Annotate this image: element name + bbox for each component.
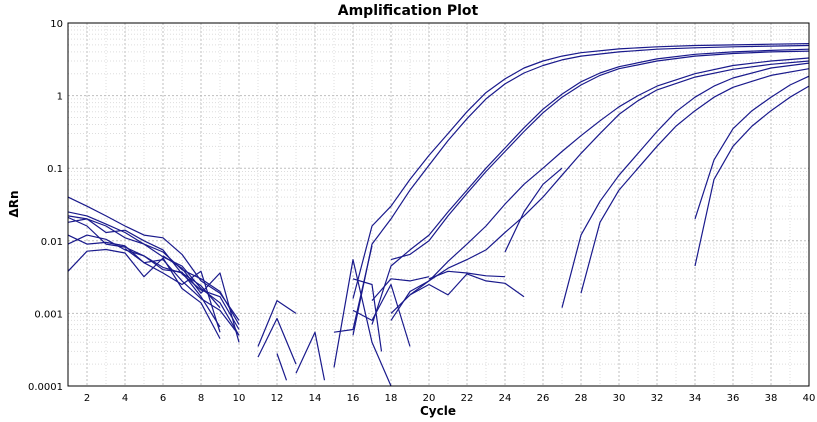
amplification-curve-32 [694,85,809,267]
x-tick-label: 22 [461,393,474,404]
x-tick-label: 38 [765,393,778,404]
x-tick-label: 10 [233,393,246,404]
amplification-curve-17 [352,278,383,352]
amplification-curve-1 [68,196,240,321]
amplification-curve-10 [162,255,240,343]
x-tick-label: 28 [575,393,588,404]
amplification-curve-23 [390,50,809,261]
x-tick-label: 18 [385,393,398,404]
x-tick-label: 32 [651,393,664,404]
amplification-curve-7 [68,248,221,339]
x-tick-label: 8 [198,393,204,404]
y-tick-labels: 0.0001 0.001 0.01 0.1 1 10 [28,19,63,393]
x-tick-labels: 2 4 6 8 10 12 14 16 18 20 22 24 26 28 30 32 34 36 38 40 [84,393,816,404]
amplification-curve-9 [124,248,221,333]
amplification-curve-12 [257,300,297,347]
x-tick-label: 34 [689,393,702,404]
amplification-curve-25 [390,60,809,314]
amplification-curve-2 [68,215,240,336]
amplification-curve-21 [352,44,809,336]
x-tick-label: 24 [499,393,512,404]
x-tick-label: 40 [803,393,816,404]
amplification-curve-20 [352,43,809,299]
amplification-curve-28 [504,167,563,253]
x-tick-label: 26 [537,393,550,404]
amplification-curve-31 [694,75,809,220]
amplification-curve-8 [68,216,221,328]
x-tick-label: 16 [347,393,360,404]
x-tick-label: 2 [84,393,90,404]
amplification-curve-4 [68,211,240,325]
amplification-curve-22 [371,48,809,325]
grid [67,23,810,387]
amplification-curve-14 [295,331,326,381]
amplification-curve-13 [276,353,288,381]
y-tick-label: 0.001 [34,309,63,320]
x-tick-label: 4 [122,393,128,404]
amplification-curve-19 [371,276,430,301]
amplification-curve-26 [409,273,525,298]
chart-title: Amplification Plot [338,3,479,19]
y-axis-label: ΔRn [7,190,21,217]
x-tick-label: 36 [727,393,740,404]
x-tick-label: 12 [271,393,284,404]
y-tick-label: 0.1 [47,164,63,175]
amplification-curve-30 [580,68,809,294]
y-tick-label: 1 [57,92,63,103]
y-tick-label: 0.0001 [28,382,63,393]
x-tick-label: 14 [309,393,322,404]
y-tick-label: 10 [50,19,63,30]
amplification-curve-24 [390,57,809,321]
y-tick-label: 0.01 [41,237,63,248]
x-axis-label: Cycle [420,404,456,418]
plot-frame [67,22,810,387]
amplification-curve-18 [352,283,411,347]
amplification-curve-15 [333,259,392,386]
amplification-curve-27 [428,270,506,280]
x-tick-label: 30 [613,393,626,404]
x-tick-label: 20 [423,393,436,404]
amplification-curve-29 [561,62,809,308]
x-tick-label: 6 [160,393,166,404]
amplification-curve-3 [68,218,240,330]
curves [68,43,809,386]
amplification-curve-11 [257,317,297,365]
